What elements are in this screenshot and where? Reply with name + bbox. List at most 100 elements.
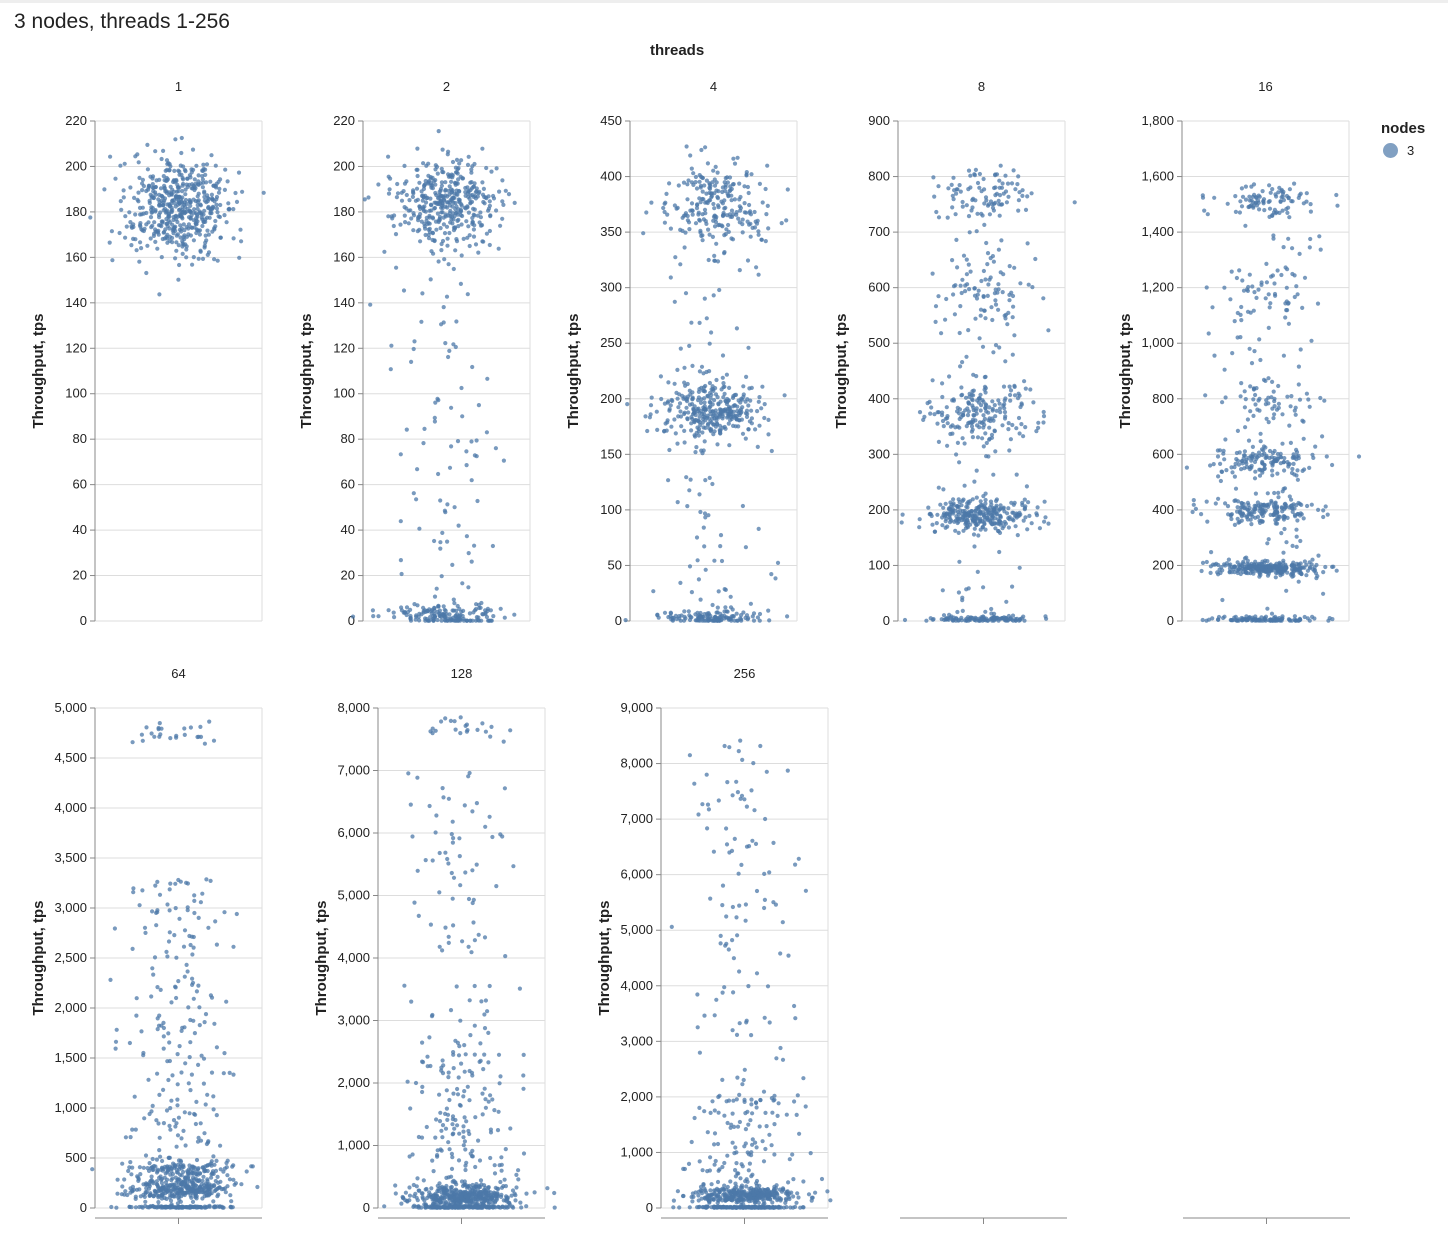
data-point bbox=[993, 173, 998, 178]
data-point bbox=[490, 543, 495, 549]
data-point bbox=[483, 608, 488, 613]
data-point bbox=[1035, 505, 1040, 510]
data-point bbox=[712, 253, 717, 258]
data-point bbox=[1330, 564, 1335, 570]
data-point bbox=[212, 1162, 217, 1167]
data-point bbox=[711, 218, 716, 223]
data-point bbox=[1240, 511, 1245, 516]
data-point bbox=[222, 187, 227, 192]
data-point bbox=[123, 235, 128, 240]
data-point bbox=[200, 185, 205, 190]
data-point bbox=[231, 944, 236, 949]
data-point bbox=[454, 618, 459, 623]
data-point bbox=[1022, 379, 1027, 384]
data-point bbox=[186, 1005, 191, 1010]
data-point bbox=[1290, 543, 1295, 549]
data-point bbox=[932, 194, 937, 199]
data-point bbox=[981, 294, 986, 299]
data-point bbox=[458, 731, 463, 736]
data-point bbox=[205, 1140, 211, 1145]
data-point bbox=[1297, 251, 1302, 256]
data-point bbox=[208, 209, 213, 214]
data-point bbox=[785, 614, 790, 619]
data-point bbox=[1025, 194, 1030, 199]
data-point bbox=[144, 188, 149, 194]
data-point bbox=[484, 430, 489, 435]
data-point bbox=[214, 194, 220, 200]
data-point bbox=[1218, 570, 1223, 576]
data-point bbox=[666, 478, 671, 483]
data-point bbox=[180, 175, 185, 180]
data-point bbox=[500, 199, 505, 204]
data-point bbox=[173, 224, 178, 229]
data-point bbox=[196, 1135, 201, 1140]
data-point bbox=[1235, 505, 1240, 510]
data-point bbox=[984, 511, 989, 516]
data-point bbox=[1007, 292, 1012, 297]
data-point bbox=[1248, 511, 1253, 516]
y-tick-label: 100 bbox=[333, 386, 355, 401]
data-point bbox=[979, 189, 984, 194]
data-point bbox=[1220, 400, 1225, 405]
data-point bbox=[690, 212, 695, 217]
data-point bbox=[1302, 275, 1308, 280]
data-point bbox=[685, 399, 690, 404]
data-point bbox=[1041, 409, 1046, 415]
data-point bbox=[191, 255, 196, 260]
data-point bbox=[700, 430, 705, 435]
data-point bbox=[969, 424, 975, 429]
y-axis-title: Throughput, tps bbox=[298, 314, 315, 429]
data-point bbox=[398, 222, 403, 227]
data-point bbox=[172, 933, 177, 938]
data-point bbox=[1281, 486, 1286, 491]
data-point bbox=[984, 240, 989, 246]
data-point bbox=[481, 239, 486, 244]
data-point bbox=[1191, 498, 1196, 503]
data-point bbox=[491, 614, 496, 619]
data-point bbox=[1252, 476, 1258, 481]
data-point bbox=[953, 212, 958, 217]
data-point bbox=[1211, 462, 1216, 467]
data-point bbox=[1252, 386, 1257, 391]
data-point bbox=[747, 222, 752, 227]
data-point bbox=[233, 190, 238, 196]
data-point bbox=[960, 595, 965, 600]
data-point bbox=[214, 1045, 219, 1050]
data-point bbox=[662, 220, 668, 225]
data-point bbox=[402, 163, 407, 168]
data-point bbox=[196, 1179, 202, 1184]
data-point bbox=[445, 152, 450, 157]
data-point bbox=[1286, 205, 1291, 210]
data-point bbox=[997, 178, 1002, 183]
data-point bbox=[552, 1190, 557, 1196]
data-point bbox=[1199, 511, 1204, 517]
data-point bbox=[477, 189, 482, 194]
data-point bbox=[981, 176, 986, 182]
data-point bbox=[690, 363, 695, 368]
data-point bbox=[90, 1167, 95, 1172]
data-point bbox=[947, 612, 952, 617]
data-point bbox=[704, 316, 709, 321]
data-point bbox=[1294, 503, 1299, 508]
data-point bbox=[956, 510, 961, 515]
data-point bbox=[485, 376, 490, 381]
data-point bbox=[454, 237, 459, 242]
data-point bbox=[946, 616, 951, 621]
data-point bbox=[751, 618, 757, 623]
data-point bbox=[724, 401, 730, 407]
y-tick-label: 20 bbox=[341, 568, 355, 583]
data-point bbox=[223, 167, 228, 172]
data-point bbox=[376, 182, 381, 187]
data-point bbox=[1258, 439, 1263, 444]
data-point bbox=[1010, 584, 1015, 589]
data-point bbox=[1016, 174, 1021, 179]
data-point bbox=[138, 240, 143, 245]
data-point bbox=[1006, 194, 1011, 199]
data-point bbox=[451, 608, 456, 613]
data-point bbox=[960, 392, 965, 397]
data-point bbox=[744, 408, 750, 413]
data-point bbox=[960, 277, 965, 282]
data-point bbox=[447, 348, 452, 353]
data-point bbox=[137, 205, 143, 210]
data-point bbox=[942, 617, 947, 623]
